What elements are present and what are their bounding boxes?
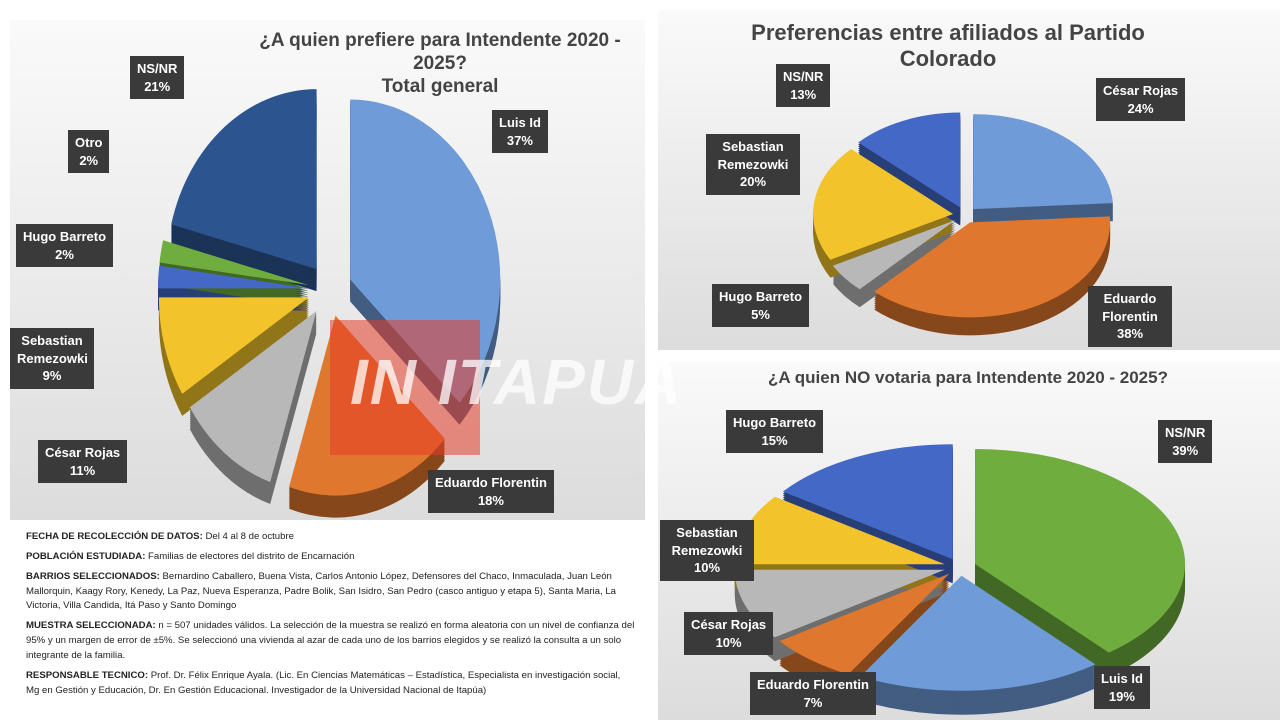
data-label: Eduardo Florentin 38% [1088,286,1172,347]
pie-slice-eduardo-florentin [874,216,1111,318]
survey-notes: FECHA DE RECOLECCIÓN DE DATOS: Del 4 al … [26,531,635,696]
pie-slice-ns-nr [858,112,961,208]
data-label: Sebastian Remezowki 10% [660,520,754,581]
data-label: Luis Id 19% [1094,666,1150,710]
pie-slice-c-sar-rojas [189,310,317,483]
pie-slice-hugo-barreto [832,219,956,290]
pie-slice-hugo-barreto [782,444,953,560]
data-label: Otro 2% [68,130,110,174]
chart-partido-colorado: Preferencias entre afiliados al Partido … [658,10,1280,350]
pie-slice-ns-nr [975,449,1186,653]
pie-slice-sebastian-remezowki [813,148,954,260]
watermark-text: IN ITAPUA [350,346,684,418]
data-label: NS/NR 21% [130,56,185,100]
data-label: Sebastian Remezowki 20% [706,134,800,195]
data-label: NS/NR 39% [1158,420,1213,464]
watermark-logo [330,320,480,455]
pie-slice-c-sar-rojas [973,114,1113,210]
data-label: NS/NR 13% [776,64,831,108]
chart-title: ¿A quien NO votaria para Intendente 2020… [768,368,1168,387]
data-label: Eduardo Florentin 7% [750,672,876,716]
pie-slice-sebastian-remezowki [158,297,309,394]
data-label: Sebastian Remezowki 9% [10,328,94,389]
pie-slice-luis-id [860,575,1096,691]
chart-total-general: ¿A quien prefiere para Intendente 2020 -… [10,20,645,520]
data-label: Eduardo Florentin 18% [428,470,554,514]
pie-slice-c-sar-rojas [734,569,945,638]
data-label: César Rojas 24% [1096,78,1186,122]
pie-chart-colorado [813,112,1113,336]
chart-title: ¿A quien prefiere para Intendente 2020 -… [259,30,621,74]
pie-slice-sebastian-remezowki [734,496,945,565]
chart-title: Preferencias entre afiliados al Partido … [751,20,1145,72]
data-label: Hugo Barreto 15% [726,410,824,454]
pie-slice-otro [159,240,309,286]
data-label: César Rojas 10% [684,612,774,656]
pie-slice-ns-nr [171,89,317,270]
data-label: Luis Id 37% [492,110,548,154]
pie-slice-eduardo-florentin [779,573,950,675]
chart-no-votaria: ¿A quien NO votaria para Intendente 2020… [658,362,1280,720]
chart-subtitle: Total general [381,75,499,97]
data-label: César Rojas 11% [38,440,128,484]
data-label: Hugo Barreto 5% [712,284,810,328]
data-label: Hugo Barreto 2% [16,224,114,268]
pie-chart-no-votaria [734,444,1186,715]
pie-slice-hugo-barreto [158,265,309,289]
